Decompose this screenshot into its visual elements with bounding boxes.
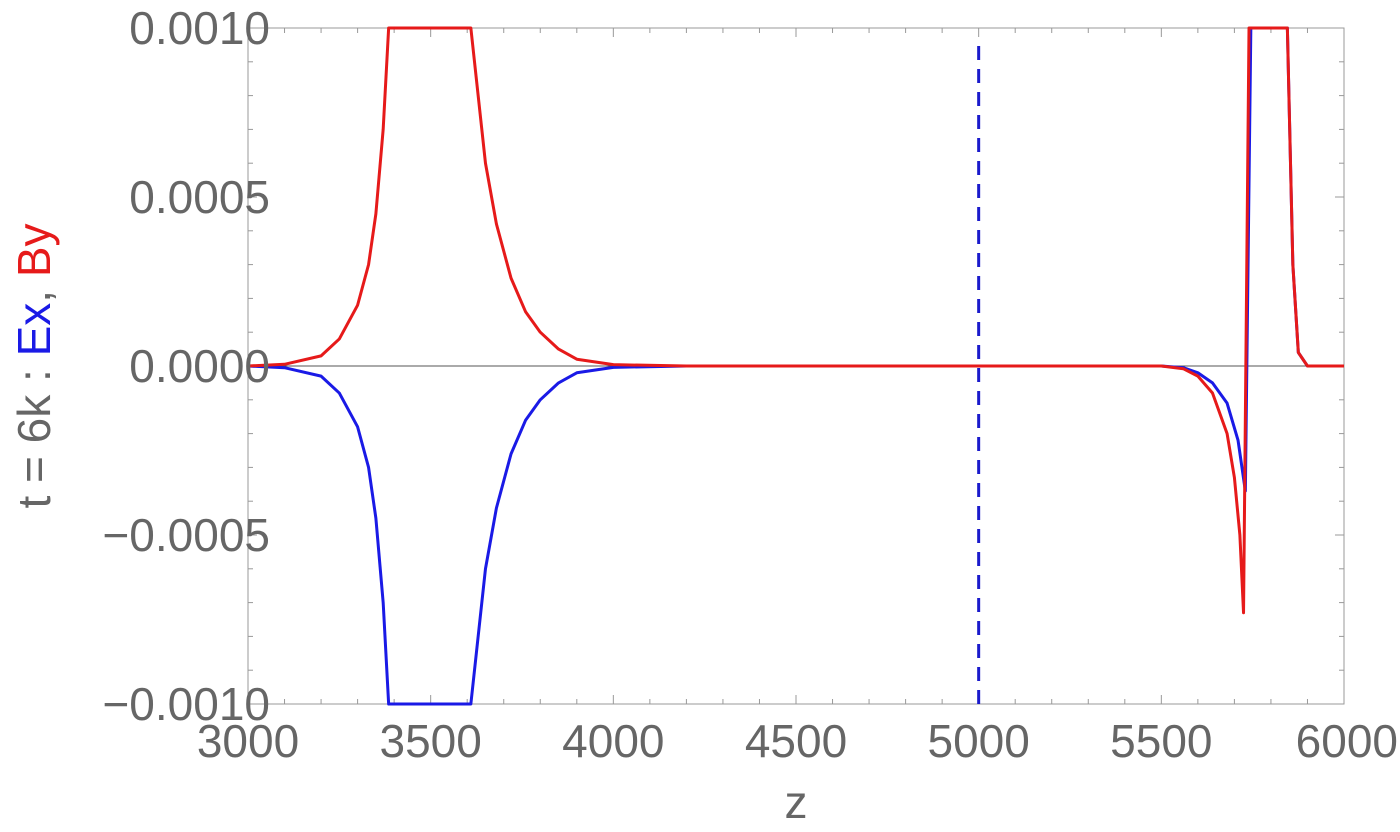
y-tick-label: −0.0005 <box>102 509 270 561</box>
y-tick-label: 0.0005 <box>129 171 270 223</box>
x-tick-labels: 3000 3500 4000 4500 5000 5500 6000 <box>197 715 1398 767</box>
y-tick-label: −0.0010 <box>102 678 270 730</box>
y-tick-labels: −0.0010 −0.0005 0.0000 0.0005 0.0010 <box>102 2 270 730</box>
x-tick-label: 4000 <box>562 715 664 767</box>
series-layer <box>247 26 1344 706</box>
x-tick-label: 3500 <box>379 715 481 767</box>
x-axis-label: z <box>785 776 808 828</box>
series-line-by <box>247 26 1344 615</box>
x-tick-label: 5500 <box>1110 715 1212 767</box>
y-tick-label: 0.0000 <box>129 340 270 392</box>
y-tick-label: 0.0010 <box>129 2 270 54</box>
x-tick-label: 5000 <box>927 715 1029 767</box>
y-axis-label-separator: , <box>8 277 60 303</box>
y-axis-label-ex: Ex <box>8 303 60 357</box>
x-tick-label: 4500 <box>745 715 847 767</box>
x-tick-label: 6000 <box>1296 715 1398 767</box>
y-axis-label-prefix: t = 6k : <box>8 356 60 508</box>
x-tick-label: 3000 <box>197 715 299 767</box>
y-axis-label: t = 6k : Ex, By <box>8 223 60 508</box>
y-axis-label-by: By <box>8 223 60 277</box>
